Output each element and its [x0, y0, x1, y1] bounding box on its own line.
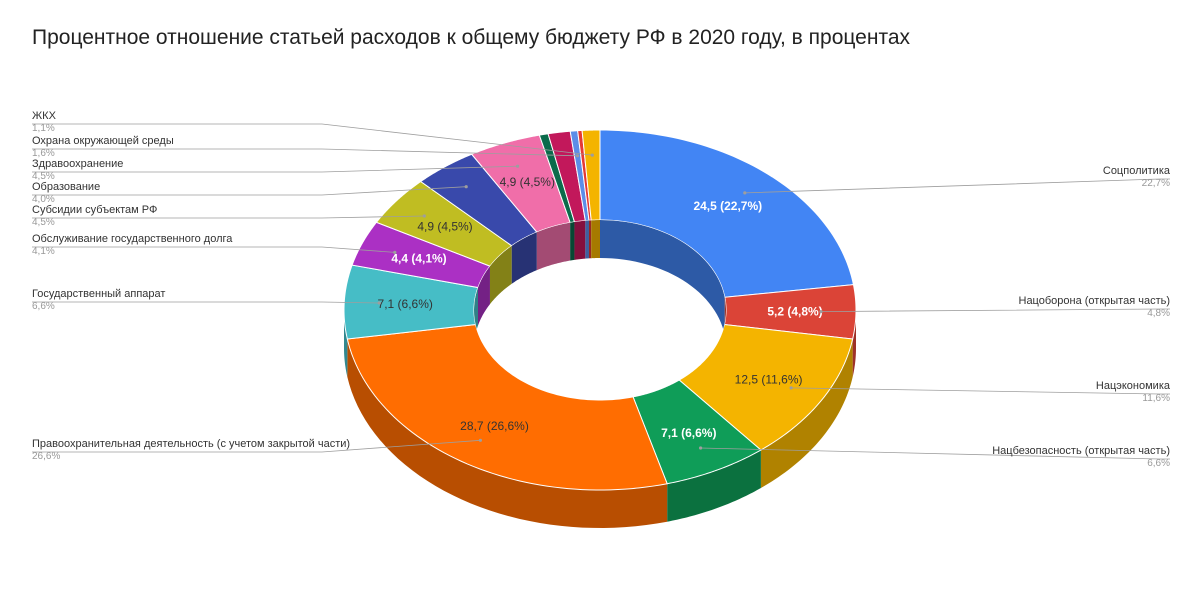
- legend-percent: 6,6%: [1147, 458, 1170, 469]
- leader-line: [744, 178, 1170, 194]
- legend-label: Субсидии субъектам РФ: [32, 204, 157, 216]
- leader-line: [32, 301, 380, 304]
- legend-percent: 22,7%: [1142, 178, 1170, 189]
- leader-dot: [819, 310, 823, 314]
- legend-label: Соцполитика: [1103, 165, 1171, 177]
- slice-inner-wall: [477, 266, 490, 326]
- legend-percent: 4,0%: [32, 194, 55, 205]
- legend-label: Нацбезопасность (открытая часть): [992, 445, 1170, 457]
- legend-percent: 1,6%: [32, 148, 55, 159]
- leader-line: [32, 165, 518, 173]
- leader-dot: [575, 154, 580, 158]
- legend-label: Здравоохранение: [32, 158, 123, 170]
- slice-inner-wall: [570, 221, 575, 261]
- chart-title: Процентное отношение статьей расходов к …: [32, 26, 911, 49]
- legend-percent: 11,6%: [1142, 393, 1170, 404]
- slice-value-label: 4,9 (4,5%): [500, 175, 555, 189]
- slice-value-label: 24,5 (22,7%): [693, 199, 762, 213]
- slice-inner-wall: [489, 245, 512, 305]
- leader-line: [32, 246, 395, 253]
- leader-line: [32, 439, 481, 453]
- legend-percent: 4,1%: [32, 246, 55, 257]
- legend-percent: 1,1%: [32, 123, 55, 134]
- leader-line: [791, 387, 1170, 395]
- leader-dot: [590, 153, 594, 157]
- legend-label: Нацэкономика: [1096, 380, 1171, 392]
- legend-percent: 6,6%: [32, 301, 55, 312]
- legend-label: Охрана окружающей среды: [32, 135, 174, 147]
- slice-inner-wall: [536, 222, 571, 271]
- legend-label: Образование: [32, 181, 100, 193]
- slice-value-label: 12,5 (11,6%): [735, 372, 803, 386]
- leader-line: [32, 148, 578, 157]
- leader-dot: [516, 164, 520, 168]
- legend-percent: 4,5%: [32, 171, 55, 182]
- leader-line: [700, 447, 1170, 460]
- legend-percent: 4,5%: [32, 217, 55, 228]
- leader-dot: [699, 446, 703, 450]
- legend-label: Правоохранительная деятельность (с учето…: [32, 438, 350, 450]
- leader-dot: [393, 250, 397, 254]
- slice-value-label: 4,9 (4,5%): [417, 219, 472, 233]
- slices: [343, 129, 857, 491]
- slice-inner-wall: [588, 220, 592, 259]
- slice-side-wall: [760, 339, 853, 488]
- leader-line: [32, 215, 425, 219]
- slice-value-label: 7,1 (6,6%): [378, 297, 433, 311]
- leader-dot: [377, 301, 381, 305]
- leader-dot: [422, 214, 426, 218]
- slice-value-label: 7,1 (6,6%): [661, 426, 716, 440]
- slice-inner-wall: [585, 220, 589, 259]
- slice-labels: 24,5 (22,7%) 5,2 (4,8%) 12,5 (11,6%) 7,1 (6…: [378, 175, 823, 440]
- leader-dot: [464, 185, 468, 189]
- leader-dot: [743, 191, 747, 195]
- legend-label: Нацоборона (открытая часть): [1019, 295, 1171, 307]
- slice-value-label: 28,7 (26,6%): [460, 419, 529, 433]
- slice-inner-wall: [591, 220, 600, 259]
- slice-side-wall: [667, 450, 761, 522]
- slice-value-label: 5,2 (4,8%): [767, 304, 822, 318]
- legend-percent: 26,6%: [32, 451, 60, 462]
- leader-line: [820, 308, 1170, 312]
- leader-dot: [789, 386, 793, 390]
- slice-value-label: 4,4 (4,1%): [391, 252, 446, 266]
- leader-line: [32, 186, 467, 196]
- slice-side-wall: [347, 339, 668, 528]
- leader-line: [32, 123, 593, 156]
- slice-inner-wall: [574, 220, 586, 260]
- legend-label: Государственный аппарат: [32, 288, 165, 300]
- slice-inner-wall: [600, 220, 725, 336]
- leader-dot: [478, 438, 482, 442]
- inner-hole-walls: [474, 220, 726, 400]
- legend-percent: 4,8%: [1147, 308, 1170, 319]
- slice-inner-wall: [511, 232, 537, 284]
- legend-label: ЖКХ: [32, 110, 57, 122]
- legend-label: Обслуживание государственного долга: [32, 233, 233, 245]
